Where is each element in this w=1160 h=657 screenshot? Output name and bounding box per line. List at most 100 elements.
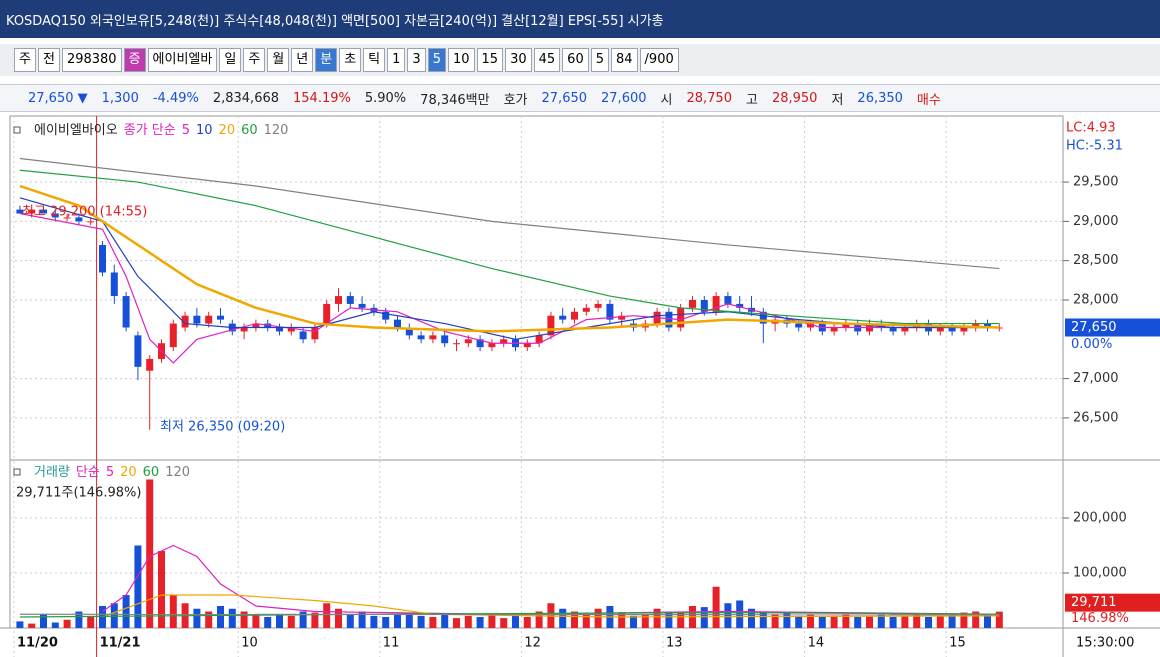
volume-bar [700,607,708,628]
candle-body [700,299,708,312]
candle-body [618,315,626,320]
current-price-box [1065,318,1160,337]
toolbar-button[interactable]: 전 [37,48,60,72]
candle-body [394,319,401,328]
candle-body [276,327,283,332]
toolbar-button[interactable]: 15 [476,48,504,72]
candle-body [311,327,319,340]
volume-bar [382,616,390,628]
low-note: 최저 26,350 (09:20) [160,420,285,435]
plot-frame [9,115,1064,629]
volume-bar [984,614,991,628]
ma-line [19,613,1000,616]
toolbar-button[interactable]: 주 [243,48,266,72]
candle-body [75,217,83,222]
ma-line [19,169,1000,325]
quote-field: 27,650 ▼ [28,90,88,106]
quote-field: 27,600 [601,90,647,106]
ma-line [19,184,1000,333]
legend-item: 20 [120,465,137,480]
volume-bar [665,611,673,628]
quote-field: 고 [745,92,758,108]
legend-icon [13,126,21,134]
toolbar-button[interactable]: 30 [505,48,532,72]
candle-body [181,315,189,328]
volume-bar [287,615,295,628]
volume-bar [901,615,909,628]
quote-field[interactable]: 매수 [916,92,941,108]
volume-bar [110,603,118,628]
toolbar-button[interactable]: 3 [407,48,426,72]
candle-body [582,307,590,312]
ma-line [19,212,1000,364]
volume-bar [158,550,165,628]
legend: 거래량 단순 5 20 60 120 [34,465,190,480]
volume-bar [134,545,142,628]
volume-bar [559,608,567,628]
candle-body [63,217,71,219]
candle-body [830,327,838,332]
volume-bar [877,614,885,628]
quote-field: 호가 [503,92,528,108]
volume-bar [40,614,47,628]
legend-item: 에이비엘바이오 [34,123,118,138]
legend-item: 단순 [76,465,100,480]
candle-body [889,327,897,332]
x-tick-label: 12 [524,636,541,651]
candle-body [972,323,980,328]
candle-body [323,303,331,324]
volume-bar [63,619,71,628]
candle-body [441,335,449,344]
candle-body [134,335,142,367]
candle-body [712,296,720,312]
volume-bar [346,614,354,628]
quote-field: 28,750 [686,90,732,106]
toolbar-button[interactable]: 월 [267,48,290,72]
toolbar-button[interactable]: 45 [533,48,561,72]
toolbar-button[interactable]: 초 [339,48,362,72]
ma-line [102,594,1000,618]
toolbar-button[interactable]: 84 [611,48,638,72]
toolbar-button[interactable]: 5 [590,48,609,72]
volume-bar [913,614,921,628]
toolbar-button[interactable]: 298380 [61,48,122,72]
volume-bar [830,615,838,628]
candle-body [476,339,484,348]
toolbar-button[interactable]: 주 [14,48,36,72]
volume-bar [771,614,779,628]
volume-bar [464,615,472,628]
toolbar-button[interactable]: 에이비엘바 [147,48,218,72]
volume-bar [394,614,401,628]
volume-bar [960,612,968,628]
title-bar: KOSDAQ150 외국인보유[5,248(천)] 주식수[48,048(천)]… [0,0,1160,38]
volume-bar [28,623,36,628]
current-volume: 29,711 [1071,595,1117,610]
toolbar-button[interactable]: 분 [315,48,338,72]
toolbar-button[interactable]: /900 [639,48,679,72]
toolbar-button[interactable]: 60 [562,48,589,72]
ma-line [19,611,1000,618]
toolbar-button[interactable]: 틱 [363,48,386,72]
toolbar-button[interactable]: 1 [387,48,406,72]
y-tick-label: 26,500 [1073,410,1119,425]
toolbar-button[interactable]: 년 [291,48,314,72]
volume-bar [441,614,449,628]
toolbar-button[interactable]: 10 [447,48,475,72]
volume-bar [630,615,637,628]
volume-bar [759,611,767,628]
quote-bar: 27,650 ▼ 1,300 -4.49% 2,834,668 154.19% 5.90%… [0,84,1160,112]
volume-bar [453,618,460,628]
x-tick-label: 13 [666,636,683,651]
quote-field: 저 [831,92,844,108]
candle-body [193,315,201,324]
volume-bar [16,621,24,628]
volume-bar [488,614,496,628]
legend: 에이비엘바이오 종가 단순 5 10 20 60 120 [34,123,288,138]
candle-body [358,303,366,308]
toolbar-button[interactable]: 5 [427,48,446,72]
candle-body [87,221,95,223]
toolbar-button[interactable]: 일 [219,48,242,72]
volume-bar [169,594,177,628]
candle-body [99,244,106,273]
toolbar-button[interactable]: 증 [123,48,146,72]
